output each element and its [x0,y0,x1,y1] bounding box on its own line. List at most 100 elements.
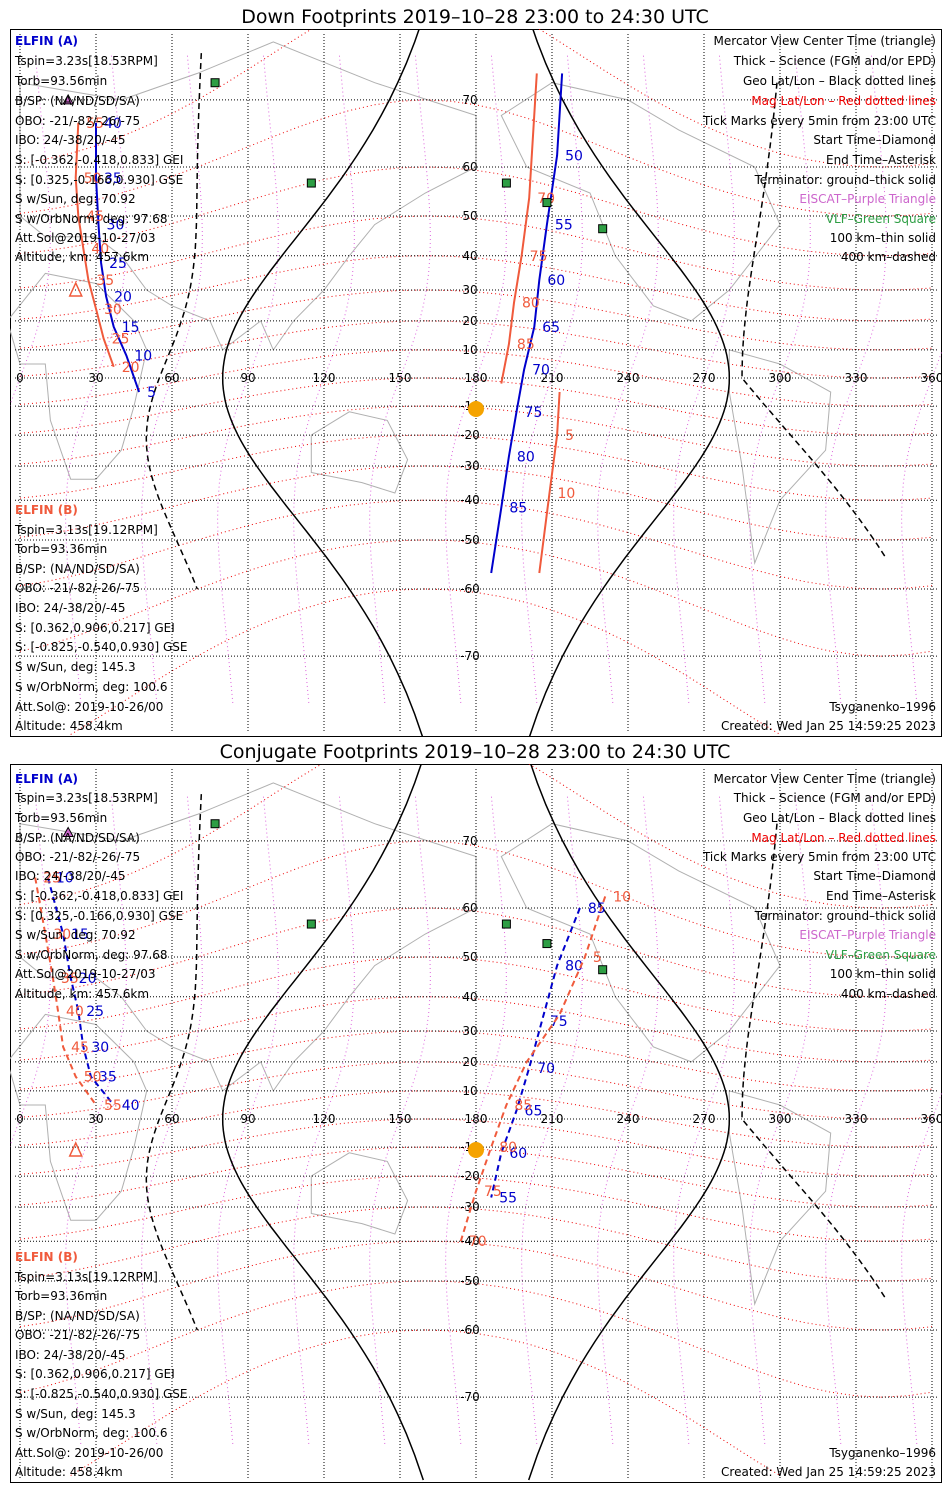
model-label: Tsyganenko–1996 [828,700,936,714]
lon-tick-label: 360 [921,371,942,385]
eiscat-triangle [62,93,74,105]
geo-grid [15,769,937,1478]
elfin-a-torb: Torb=93.56min [14,74,107,88]
elfin-b-west-track-tick-label: 30 [104,302,122,318]
tracks: 8580757065605510585807570101520253035402… [34,871,631,1250]
tracks: 50 55 60 65 70 75 80 85 70 75 80 85 5 10 40 35 30 25 20 15 1… [74,73,583,574]
elfin-a-conj-track-tick-label: 65 [525,1104,543,1120]
elfin-a-west-track-tick-label: 10 [56,871,74,887]
mag-lat-line [19,349,933,407]
lat-tick-label: -50 [460,533,480,547]
elfin-b-conj-track-tick-label: 85 [514,1098,532,1114]
legend-center-time: Mercator View Center Time (triangle) [714,34,936,48]
lon-tick-label: 150 [389,1112,412,1126]
elfin-a-track-tick-label: 55 [555,218,573,234]
lon-tick-label: 300 [769,1112,792,1126]
elfin-a-track-tick-label: 75 [525,405,543,421]
legend: Mercator View Center Time (triangle) Thi… [702,772,936,1479]
lon-tick-label: 330 [845,1112,868,1126]
lon-tick-label: 90 [240,371,255,385]
legend-thick: Thick – Science (FGM and/or EPD) [733,791,936,805]
elfin-a-track-tick-label: 65 [542,320,560,336]
legend-geo: Geo Lat/Lon – Black dotted lines [743,811,936,825]
lon-labels: 0 30 60 90 120 150 180 210 240 270 300 330 360 [16,371,942,385]
elfin-b-track-400-tick-label: 10 [557,486,575,502]
lon-tick-label: 30 [88,1112,103,1126]
legend-start: Start Time–Diamond [813,869,936,883]
lat-tick-label: -30 [460,459,480,473]
vlf-station-square [598,224,608,234]
center-time-triangle [68,281,83,297]
created-label: Created: Wed Jan 25 14:59:25 2023 [721,719,936,733]
elfin-a-conj-track-tick-label: 75 [550,1014,568,1030]
lon-tick-label: 300 [769,371,792,385]
lon-tick-label: 0 [16,371,24,385]
elfin-a-conj-track-tick-label: 80 [565,959,583,975]
terminator-400km-west [145,794,203,1331]
elfin-b-att: Att.Sol@: 2019-10-26/00 [15,1446,163,1460]
legend-100km: 100 km–thin solid [830,231,936,245]
elfin-a-obo: OBO: -21/-82/-26/-75 [15,114,140,128]
geo-grid [15,34,937,732]
elfin-a-alt: Altitude, km: 457.6km [15,987,149,1001]
elfin-a-track-tick-label: 60 [547,273,565,289]
legend-mag: Mag Lat/Lon – Red dotted lines [751,831,936,845]
elfin-b-sorb: S w/OrbNorm, deg: 100.6 [15,1426,167,1440]
lon-tick-label: 60 [164,1112,179,1126]
legend-vlf: VLF–Green Square [826,212,936,226]
elfin-b-conj-track-tick-label: 80 [499,1140,517,1156]
legend-400km: 400 km–dashed [841,987,936,1001]
lon-tick-label: 210 [541,1112,564,1126]
elfin-a-conj-track-tick-label: 55 [499,1190,517,1206]
terminator [145,764,887,1481]
elfin-b-west-track-tick-label: 35 [61,971,79,987]
elfin-a-ibo: IBO: 24/-38/20/-45 [15,133,126,147]
elfin-b-sorb: S w/OrbNorm, deg: 100.6 [15,680,167,694]
elfin-a-west-track-tick-label: 20 [114,289,132,305]
lat-tick-label: -60 [460,1323,480,1337]
lat-tick-label: 50 [462,950,477,964]
elfin-b-west-track-tick-label: 40 [91,241,109,257]
elfin-a-west-track-tick-label: 35 [99,1070,117,1086]
terminator-west [221,764,425,1481]
lon-tick-label: 210 [541,371,564,385]
elfin-a-west-track-tick-label: 10 [134,349,152,365]
lon-tick-label: 60 [164,371,179,385]
elfin-b-sgei: S: [0.362,0.906,0.217] GEI [15,621,175,635]
elfin-a-sgse: S: [0.325,-0.166,0.930] GSE [15,909,183,923]
elfin-b-west-track-tick-label: 35 [96,273,114,289]
lat-tick-label: 30 [462,1024,477,1038]
elfin-b-west-track-tick-label: 45 [71,1040,89,1056]
elfin-a-sorb: S w/OrbNorm, deg: 97.68 [15,948,167,962]
elfin-b-obo: OBO: -21/-82/-26/-75 [15,1328,140,1342]
elfin-a-west-track-tick-label: 25 [109,256,127,272]
elfin-b-track-tick-label: 80 [522,296,540,312]
legend-ticks: Tick Marks every 5min from 23:00 UTC [702,114,936,128]
lon-tick-label: 150 [389,371,412,385]
lat-tick-label: -30 [460,1200,480,1214]
mag-lon-line [445,794,507,1444]
markers [62,819,608,1158]
lat-tick-label: -70 [460,1390,480,1404]
lon-tick-label: 180 [465,371,488,385]
mag-lon-line [65,53,127,703]
panel-title-down: Down Footprints 2019–10–28 23:00 to 24:3… [241,6,709,28]
elfin-a-tspin: Tspin=3.23s[18.53RPM] [14,791,158,805]
elfin-a-conj-track-tick-label: 85 [588,901,606,917]
markers [62,78,608,417]
elfin-b-sgse: S: [-0.825,-0.540,0.930] GSE [15,1387,188,1401]
terminator-400km-east [741,82,887,559]
elfin-a-info: ELFIN (A) Tspin=3.23s[18.53RPM] Torb=93.… [14,34,183,264]
legend-center-time: Mercator View Center Time (triangle) [714,772,936,786]
elfin-b-west-track-tick-label: 50 [84,1070,102,1086]
lat-tick-label: 60 [462,160,477,174]
lon-tick-label: 30 [88,371,103,385]
mag-lon-line [293,794,355,1444]
lat-tick-label: 20 [462,1055,477,1069]
elfin-b-west-track-tick-label: 30 [53,927,71,943]
elfin-b-west-track-tick-label: 40 [66,1004,84,1020]
mag-lon-line [749,53,811,703]
lat-tick-label: -60 [460,582,480,596]
elfin-a-label: ELFIN (A) [15,34,78,48]
